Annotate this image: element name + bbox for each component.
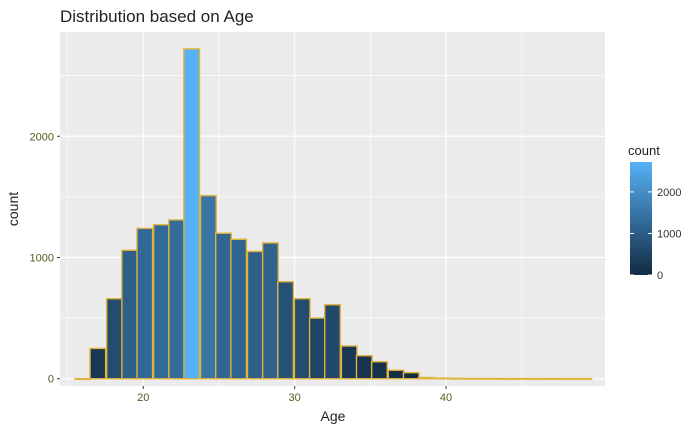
legend-title: count <box>628 143 660 158</box>
histogram-bar <box>528 377 546 380</box>
histogram-bar <box>511 377 529 380</box>
histogram-bar <box>308 317 326 380</box>
bars-group <box>74 48 593 381</box>
histogram-bar <box>261 242 279 380</box>
histogram-bar <box>183 48 201 380</box>
histogram-bar <box>340 345 358 380</box>
legend-tick-label: 1000 <box>657 228 681 240</box>
histogram-bar <box>324 304 341 380</box>
histogram-bar <box>558 377 576 380</box>
histogram-bar <box>387 369 405 380</box>
y-axis: 0 1000 2000 <box>30 131 60 386</box>
histogram-bar <box>575 377 593 380</box>
histogram-bar <box>74 378 92 381</box>
histogram-bar <box>449 377 467 380</box>
x-tick-label: 40 <box>440 392 452 404</box>
histogram-bar <box>293 298 311 380</box>
y-axis-title: count <box>5 192 21 226</box>
legend-tick-label: 2000 <box>657 187 681 199</box>
histogram-bar <box>106 298 123 380</box>
histogram-bar <box>496 377 514 380</box>
y-tick-label: 1000 <box>30 252 54 264</box>
histogram-bar <box>481 377 499 380</box>
histogram-bar <box>246 250 264 380</box>
histogram-bar <box>434 377 452 380</box>
histogram-bar <box>402 371 420 380</box>
chart-title: Distribution based on Age <box>60 7 254 26</box>
histogram-bar <box>355 354 373 380</box>
x-axis-title: Age <box>321 408 346 424</box>
x-axis: 20 30 40 <box>137 386 452 404</box>
y-tick-label: 2000 <box>30 131 54 143</box>
color-legend: count 0 1000 2000 <box>628 143 681 282</box>
x-tick-label: 30 <box>289 392 301 404</box>
histogram-bar <box>89 347 107 380</box>
histogram-bar <box>168 219 186 380</box>
histogram-bar <box>136 227 154 380</box>
legend-tick-label: 0 <box>657 270 663 282</box>
y-tick-label: 0 <box>48 374 54 386</box>
histogram-bar <box>277 281 295 380</box>
legend-colorbar <box>630 162 652 275</box>
histogram-bar <box>199 194 217 380</box>
watermark: 掘金技术社区 @ 布客飞龙 <box>467 395 688 417</box>
histogram-bar <box>370 361 388 380</box>
histogram-bar <box>230 238 248 380</box>
histogram-bar <box>464 377 482 380</box>
histogram-bar <box>417 376 435 380</box>
histogram-bar <box>152 224 170 380</box>
histogram-bar <box>121 249 139 380</box>
x-tick-label: 20 <box>137 392 149 404</box>
histogram-bar <box>543 377 561 380</box>
legend-ticks: 0 1000 2000 <box>630 187 681 282</box>
histogram-bar <box>215 232 232 380</box>
